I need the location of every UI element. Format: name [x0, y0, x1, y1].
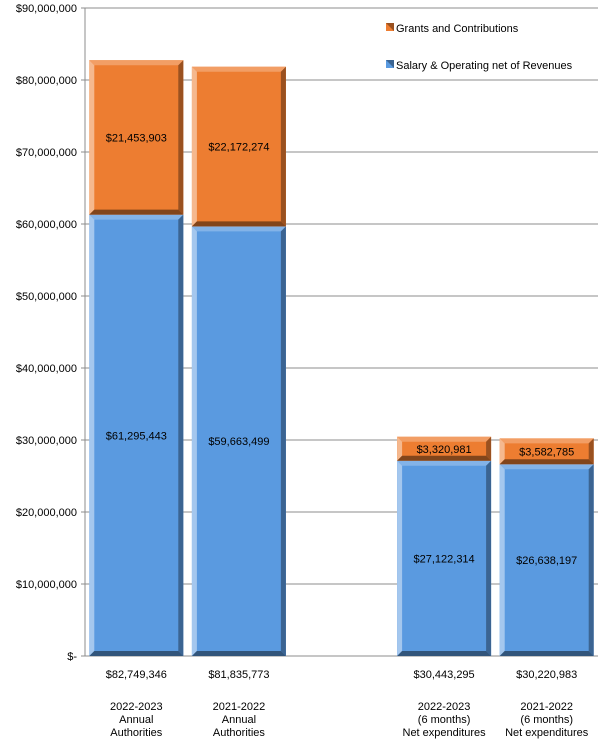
y-tick-label: $10,000,000 — [16, 579, 77, 591]
legend-item: Grants and Contributions — [386, 23, 519, 35]
bar-total-label: $81,835,773 — [208, 669, 269, 681]
bar-bevel-left — [397, 460, 403, 656]
bar-bevel-top — [397, 436, 492, 442]
bar-segment-grants-contributions — [89, 60, 184, 215]
x-category-label: Net expenditures — [505, 727, 589, 739]
y-tick-label: $40,000,000 — [16, 363, 77, 375]
bar-bevel-right — [486, 460, 492, 656]
x-category-label: 2022-2023 — [110, 701, 163, 713]
bar-segment-salary-operating — [191, 226, 286, 657]
bar-face — [191, 66, 286, 227]
data-label: $21,453,903 — [106, 132, 167, 144]
y-tick-label: $70,000,000 — [16, 147, 77, 159]
bar-bevel-top — [397, 460, 492, 466]
bar-bevel-right — [178, 214, 184, 657]
bar-bevel-left — [89, 60, 95, 215]
bar-face — [499, 464, 594, 656]
data-label: $61,295,443 — [106, 430, 167, 442]
bar-bevel-right — [280, 226, 286, 657]
bar-bevel-top — [191, 226, 286, 232]
bar-face — [89, 214, 184, 657]
bar-bevel-bottom — [499, 651, 594, 656]
bar-segment-grants-contributions — [191, 66, 286, 227]
y-tick-label: $60,000,000 — [16, 219, 77, 231]
bar-bevel-bottom — [89, 651, 184, 656]
bar-bevel-top — [89, 214, 184, 220]
bar-bevel-right — [588, 464, 594, 656]
x-category-label: Authorities — [110, 727, 162, 739]
legend-label: Salary & Operating net of Revenues — [396, 60, 573, 72]
y-tick-label: $20,000,000 — [16, 507, 77, 519]
bar-bevel-bottom — [397, 455, 492, 461]
bar-segment-salary-operating — [397, 460, 492, 656]
bar-bevel-right — [280, 66, 286, 227]
bar-segment-grants-contributions — [499, 438, 594, 465]
x-category-label: 2022-2023 — [418, 701, 471, 713]
x-category-label: Authorities — [213, 727, 265, 739]
x-category-label: (6 months) — [520, 714, 573, 726]
x-category-label: Annual — [222, 714, 256, 726]
bar-bevel-top — [89, 60, 184, 66]
x-category-label: Net expenditures — [403, 727, 487, 739]
bar-total-label: $82,749,346 — [106, 669, 167, 681]
data-label: $22,172,274 — [208, 142, 269, 154]
bar-segment-grants-contributions — [397, 436, 492, 461]
bar-total-label: $30,443,295 — [414, 669, 475, 681]
bar-bevel-bottom — [499, 459, 594, 465]
bars: $61,295,443 $21,453,903 $59,663,499 $22,172… — [89, 60, 594, 657]
bar-bevel-top — [499, 464, 594, 470]
y-tick-label: $90,000,000 — [16, 3, 77, 15]
data-label: $26,638,197 — [516, 555, 577, 567]
y-tick-label: $- — [67, 651, 77, 663]
bar-bevel-bottom — [191, 651, 286, 656]
bar-bevel-right — [588, 438, 594, 465]
x-category-label: (6 months) — [418, 714, 471, 726]
bar-bevel-left — [89, 214, 95, 657]
bar-face — [397, 460, 492, 656]
bar-bevel-left — [397, 436, 403, 461]
bar-segment-salary-operating — [499, 464, 594, 656]
bar-bevel-left — [191, 226, 197, 657]
bar-face — [397, 436, 492, 461]
y-tick-label: $80,000,000 — [16, 75, 77, 87]
x-category-label: 2021-2022 — [213, 701, 266, 713]
data-label: $27,122,314 — [414, 553, 475, 565]
bar-bevel-top — [191, 66, 286, 72]
data-label: $59,663,499 — [208, 436, 269, 448]
x-category-label: 2021-2022 — [520, 701, 573, 713]
bar-total-label: $30,220,983 — [516, 669, 577, 681]
x-axis-labels: $82,749,3462022-2023AnnualAuthorities$81… — [106, 669, 589, 739]
bar-bevel-left — [499, 438, 505, 465]
bar-bevel-right — [486, 436, 492, 461]
legend-swatch-shade — [386, 23, 394, 31]
bar-bevel-top — [499, 438, 594, 444]
bar-face — [89, 60, 184, 215]
bar-segment-salary-operating — [89, 214, 184, 657]
bar-bevel-bottom — [397, 651, 492, 656]
bar-bevel-left — [191, 66, 197, 227]
legend-item: Salary & Operating net of Revenues — [386, 60, 573, 72]
bar-bevel-bottom — [89, 209, 184, 215]
y-tick-label: $30,000,000 — [16, 435, 77, 447]
bar-bevel-bottom — [191, 221, 286, 227]
x-category-label: Annual — [119, 714, 153, 726]
legend: Grants and Contributions Salary & Operati… — [386, 23, 573, 72]
bar-bevel-left — [499, 464, 505, 656]
bar-bevel-right — [178, 60, 184, 215]
data-label: $3,582,785 — [519, 446, 574, 458]
legend-swatch-shade — [386, 60, 394, 68]
y-axis-ticks: $- $10,000,000 $20,000,000 $30,000,000 $40,0… — [16, 3, 85, 663]
y-tick-label: $50,000,000 — [16, 291, 77, 303]
bar-face — [191, 226, 286, 657]
data-label: $3,320,981 — [417, 444, 472, 456]
legend-label: Grants and Contributions — [396, 23, 519, 35]
